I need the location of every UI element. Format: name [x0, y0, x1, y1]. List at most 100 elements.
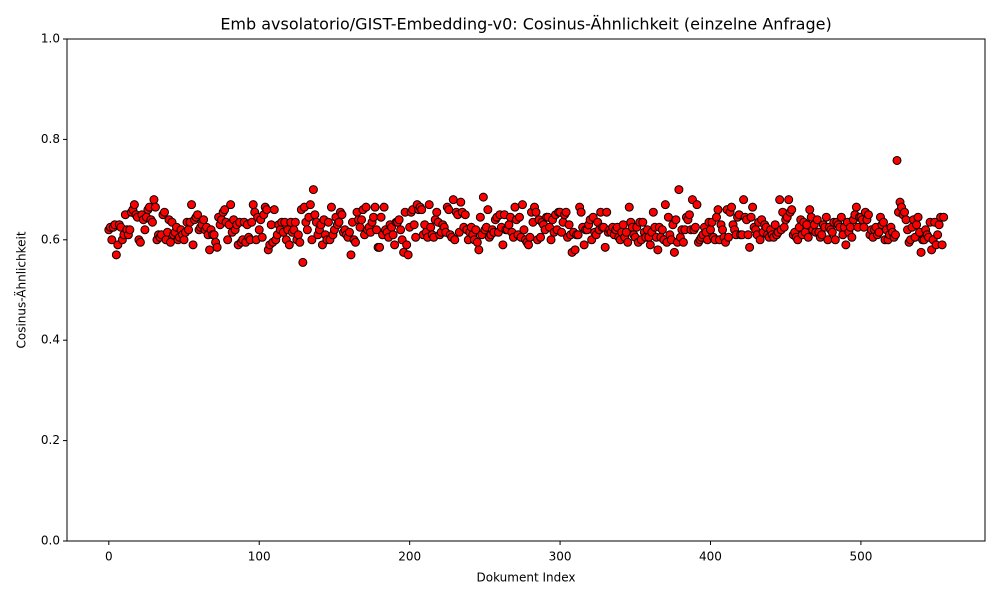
- point: [623, 237, 633, 247]
- point: [712, 212, 722, 222]
- point: [602, 207, 612, 217]
- point: [254, 225, 264, 235]
- point: [149, 195, 159, 205]
- point: [372, 225, 382, 235]
- point: [600, 242, 610, 252]
- point: [460, 210, 470, 220]
- point: [266, 220, 276, 230]
- point: [892, 155, 902, 165]
- point: [517, 200, 527, 210]
- point: [648, 207, 658, 217]
- point: [290, 217, 300, 227]
- point: [129, 200, 139, 210]
- point: [690, 222, 700, 232]
- x-tick-label: 400: [699, 550, 722, 564]
- point: [212, 242, 222, 252]
- point: [692, 200, 702, 210]
- point: [821, 212, 831, 222]
- point: [727, 202, 737, 212]
- point: [111, 250, 121, 260]
- point: [187, 200, 197, 210]
- point: [770, 220, 780, 230]
- point: [402, 240, 412, 250]
- point: [471, 225, 481, 235]
- point: [624, 202, 634, 212]
- point: [847, 232, 857, 242]
- point: [305, 200, 315, 210]
- point: [841, 240, 851, 250]
- point: [557, 227, 567, 237]
- point: [209, 230, 219, 240]
- point: [657, 225, 667, 235]
- point: [147, 217, 157, 227]
- point: [504, 220, 514, 230]
- point: [519, 225, 529, 235]
- point: [295, 237, 305, 247]
- point: [912, 220, 922, 230]
- point: [674, 185, 684, 195]
- point: [307, 235, 317, 245]
- point: [498, 240, 508, 250]
- point: [937, 240, 947, 250]
- point: [334, 217, 344, 227]
- point: [671, 215, 681, 225]
- point: [845, 222, 855, 232]
- point: [323, 217, 333, 227]
- point: [779, 222, 789, 232]
- point: [199, 215, 209, 225]
- point: [308, 185, 318, 195]
- point: [934, 220, 944, 230]
- point: [645, 240, 655, 250]
- point: [424, 200, 434, 210]
- point: [396, 225, 406, 235]
- point: [933, 230, 943, 240]
- point: [375, 242, 385, 252]
- y-tick-label: 0.2: [41, 433, 60, 447]
- point: [653, 245, 663, 255]
- point: [475, 212, 485, 222]
- point: [660, 200, 670, 210]
- point: [135, 237, 145, 247]
- point: [247, 217, 257, 227]
- point: [678, 237, 688, 247]
- point: [223, 235, 233, 245]
- point: [748, 202, 758, 212]
- point: [379, 202, 389, 212]
- point: [293, 230, 303, 240]
- point: [859, 222, 869, 232]
- point: [474, 245, 484, 255]
- x-tick-label: 500: [849, 550, 872, 564]
- point: [916, 247, 926, 257]
- point: [830, 235, 840, 245]
- x-axis-label: Dokument Index: [477, 571, 576, 585]
- point: [576, 207, 586, 217]
- point: [188, 240, 198, 250]
- point: [874, 227, 884, 237]
- point: [269, 205, 279, 215]
- point: [724, 232, 734, 242]
- point: [739, 195, 749, 205]
- point: [805, 205, 815, 215]
- point: [823, 235, 833, 245]
- point: [140, 225, 150, 235]
- point: [426, 222, 436, 232]
- point: [718, 225, 728, 235]
- chart-title: Emb avsolatorio/GIST-Embedding-v0: Cosin…: [220, 15, 831, 34]
- point: [514, 212, 524, 222]
- point: [262, 205, 272, 215]
- point: [510, 202, 520, 212]
- point: [125, 225, 135, 235]
- point: [388, 230, 398, 240]
- point: [357, 215, 367, 225]
- y-axis-label: Cosinus-Ähnlichkeit: [14, 231, 29, 348]
- point: [302, 225, 312, 235]
- point: [179, 235, 189, 245]
- point: [705, 225, 715, 235]
- point: [107, 235, 117, 245]
- point: [564, 220, 574, 230]
- point: [478, 192, 488, 202]
- point: [863, 210, 873, 220]
- point: [684, 210, 694, 220]
- point: [450, 235, 460, 245]
- point: [220, 205, 230, 215]
